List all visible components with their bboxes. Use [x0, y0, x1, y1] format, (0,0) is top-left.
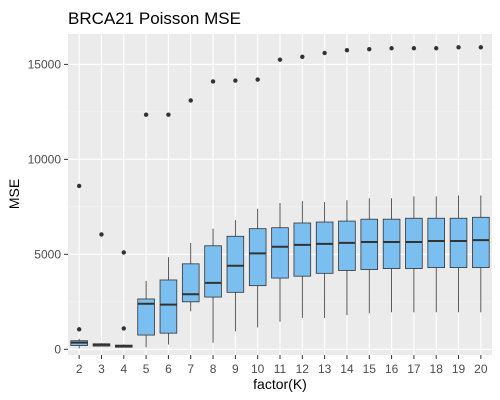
- box: [249, 229, 266, 286]
- y-tick-label: 10000: [28, 152, 62, 166]
- outlier-point: [255, 77, 259, 81]
- x-tick-label: 15: [363, 362, 377, 376]
- x-axis-ticks: 2 3 4 5 6 7 8 9 10 11 12 13 14 15 16 17 18 19 20: [76, 355, 488, 376]
- y-tick-label: 15000: [28, 57, 62, 71]
- outlier-point: [278, 57, 282, 61]
- outlier-point: [144, 113, 148, 117]
- outlier-point: [189, 98, 193, 102]
- box: [160, 280, 177, 333]
- x-tick-label: 18: [430, 362, 444, 376]
- outlier-point: [345, 48, 349, 52]
- outlier-point: [322, 51, 326, 55]
- x-tick-label: 3: [98, 362, 105, 376]
- x-tick-label: 8: [210, 362, 217, 376]
- box: [361, 219, 378, 269]
- outlier-point: [412, 46, 416, 50]
- x-tick-label: 19: [452, 362, 466, 376]
- box: [406, 218, 423, 268]
- x-tick-label: 11: [274, 362, 287, 376]
- box: [316, 222, 333, 273]
- x-tick-label: 14: [340, 362, 354, 376]
- box: [472, 217, 489, 267]
- y-tick-label: 5000: [34, 247, 61, 261]
- x-tick-label: 10: [251, 362, 265, 376]
- box: [182, 264, 199, 302]
- x-tick-label: 2: [76, 362, 83, 376]
- y-axis-title: MSE: [6, 179, 22, 209]
- x-tick-label: 20: [474, 362, 488, 376]
- box: [227, 236, 244, 292]
- outlier-point: [122, 326, 126, 330]
- x-tick-label: 16: [385, 362, 399, 376]
- x-tick-label: 5: [143, 362, 150, 376]
- box: [428, 218, 445, 267]
- chart-title: BRCA21 Poisson MSE: [68, 9, 241, 28]
- x-tick-label: 9: [232, 362, 239, 376]
- outlier-point: [479, 45, 483, 49]
- y-tick-label: 0: [54, 342, 61, 356]
- box: [450, 218, 467, 267]
- x-axis-title: factor(K): [253, 376, 307, 392]
- x-tick-label: 6: [165, 362, 172, 376]
- y-axis-ticks: 0 5000 10000 15000: [28, 57, 68, 356]
- box: [205, 246, 222, 297]
- outlier-point: [233, 78, 237, 82]
- box: [339, 221, 356, 270]
- x-tick-label: 7: [187, 362, 194, 376]
- outlier-point: [434, 46, 438, 50]
- box: [294, 223, 311, 276]
- outlier-point: [122, 250, 126, 254]
- x-tick-label: 13: [318, 362, 332, 376]
- outlier-point: [77, 327, 81, 331]
- box: [383, 219, 400, 268]
- outlier-point: [211, 79, 215, 83]
- box: [272, 228, 289, 278]
- outlier-point: [367, 47, 371, 51]
- x-tick-label: 4: [120, 362, 127, 376]
- outlier-point: [389, 46, 393, 50]
- outlier-point: [166, 113, 170, 117]
- x-tick-label: 12: [296, 362, 310, 376]
- outlier-point: [300, 55, 304, 59]
- x-tick-label: 17: [407, 362, 421, 376]
- outlier-point: [77, 184, 81, 188]
- outlier-point: [99, 232, 103, 236]
- outlier-point: [456, 45, 460, 49]
